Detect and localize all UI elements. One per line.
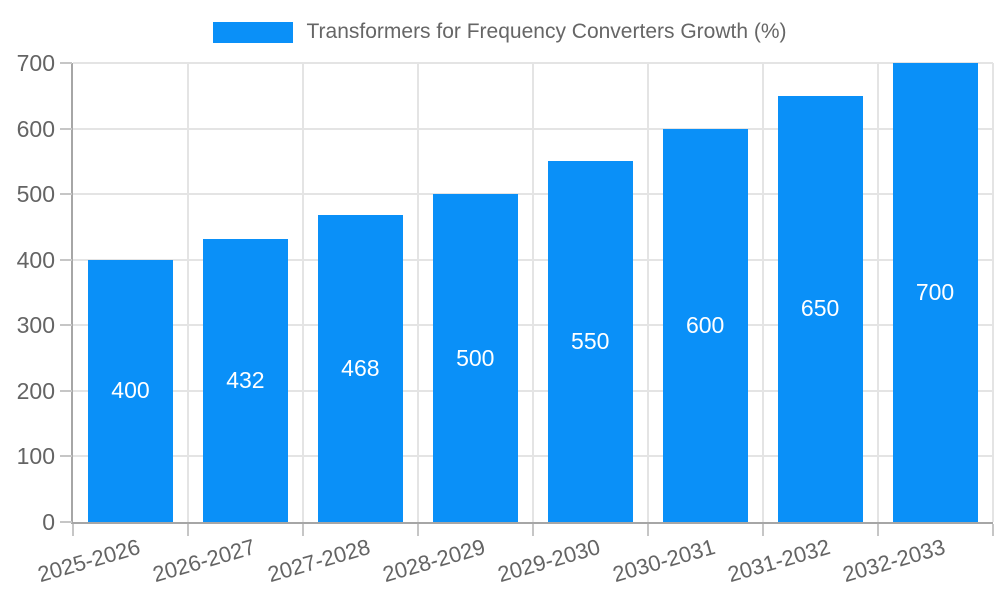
y-axis-tick-label: 500: [16, 181, 55, 208]
x-gridline: [876, 63, 879, 522]
y-axis-tick-label: 300: [16, 312, 55, 339]
y-tick-mark: [60, 127, 72, 130]
x-tick-mark: [876, 524, 879, 536]
x-tick-mark: [186, 524, 189, 536]
bar-value-label: 400: [111, 377, 150, 404]
bar-value-label: 432: [226, 366, 265, 393]
x-tick-mark: [531, 524, 534, 536]
x-tick-mark: [416, 524, 419, 536]
bar-2031-2032[interactable]: 650: [777, 95, 863, 522]
bar-2025-2026[interactable]: 400: [87, 259, 173, 522]
chart-legend: Transformers for Frequency Converters Gr…: [0, 20, 1000, 44]
y-axis-tick-label: 700: [16, 50, 55, 76]
y-axis-tick-label: 400: [16, 246, 55, 273]
y-tick-mark: [60, 193, 72, 196]
x-gridline: [301, 63, 304, 522]
y-axis-tick-label: 600: [16, 115, 55, 142]
y-tick-mark: [60, 521, 72, 523]
bar-value-label: 650: [800, 295, 840, 322]
x-gridline: [761, 63, 764, 522]
x-tick-mark: [72, 524, 74, 536]
y-tick-mark: [60, 389, 72, 392]
x-gridline: [416, 63, 419, 522]
x-gridline: [991, 63, 994, 522]
bar-value-label: 600: [685, 311, 725, 338]
y-tick-mark: [60, 455, 72, 458]
x-gridline: [646, 63, 649, 522]
bar-value-label: 500: [456, 344, 495, 371]
x-tick-mark: [761, 524, 764, 536]
bar-value-label: 700: [915, 279, 955, 305]
legend-color-swatch: [213, 21, 294, 43]
bar-value-label: 550: [571, 328, 610, 355]
y-tick-mark: [60, 258, 72, 261]
legend-label: Transformers for Frequency Converters Gr…: [306, 20, 787, 43]
y-tick-mark: [60, 324, 72, 327]
bar-value-label: 468: [341, 355, 380, 382]
bar-2026-2027[interactable]: 432: [202, 238, 288, 522]
y-axis-tick-label: 0: [42, 509, 55, 535]
x-tick-mark: [646, 524, 649, 536]
x-gridline: [186, 63, 189, 522]
legend-item[interactable]: Transformers for Frequency Converters Gr…: [213, 20, 787, 44]
x-gridline: [531, 63, 534, 522]
y-tick-mark: [60, 62, 72, 64]
y-axis-line: [71, 63, 73, 524]
x-tick-mark: [991, 524, 994, 536]
bar-2027-2028[interactable]: 468: [317, 215, 403, 522]
y-axis-tick-label: 200: [16, 377, 55, 404]
bar-2029-2030[interactable]: 550: [547, 161, 633, 522]
bar-2030-2031[interactable]: 600: [662, 128, 748, 522]
bar-2032-2033[interactable]: 700: [892, 63, 978, 522]
bar-2028-2029[interactable]: 500: [432, 194, 518, 522]
y-axis-tick-label: 100: [16, 443, 55, 470]
x-axis-line: [71, 522, 993, 524]
x-tick-mark: [301, 524, 304, 536]
plot-area: 400 432 468 500 550 600 650 700: [73, 62, 994, 522]
